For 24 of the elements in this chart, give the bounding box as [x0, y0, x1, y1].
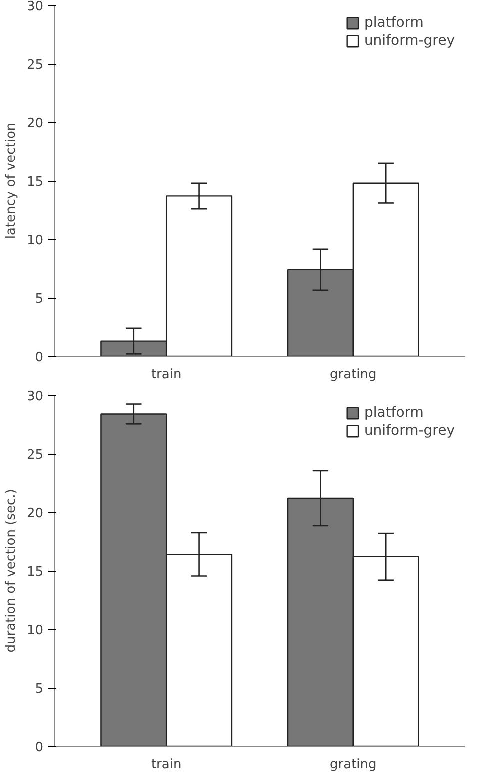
legend-label: platform	[364, 405, 424, 421]
y-tick-label: 10	[26, 234, 44, 248]
x-tick-label: grating	[330, 758, 377, 772]
y-tick-label: 5	[35, 292, 44, 307]
x-tick-label: train	[151, 758, 182, 772]
x-tick-label: grating	[330, 368, 377, 382]
y-tick-label: 25	[26, 58, 44, 73]
y-axis-title: duration of vection (sec.)	[4, 489, 19, 653]
y-tick-label: 0	[35, 350, 44, 366]
y-tick-label: 30	[26, 0, 44, 14]
y-tick-label: 25	[26, 448, 44, 463]
legend-label: uniform-grey	[364, 423, 455, 439]
y-tick-label: 15	[26, 565, 44, 580]
x-tick-label: train	[151, 368, 182, 382]
legend-label: platform	[364, 15, 424, 31]
y-tick-label: 20	[26, 506, 44, 522]
y-tick-label: 10	[26, 624, 44, 638]
y-tick-label: 30	[26, 390, 44, 404]
legend-label: uniform-grey	[364, 33, 455, 49]
y-tick-label: 0	[35, 740, 44, 756]
y-tick-label: 15	[26, 175, 44, 190]
y-tick-label: 5	[35, 682, 44, 697]
y-tick-label: 20	[26, 116, 44, 132]
y-axis-title: latency of vection	[4, 122, 19, 240]
